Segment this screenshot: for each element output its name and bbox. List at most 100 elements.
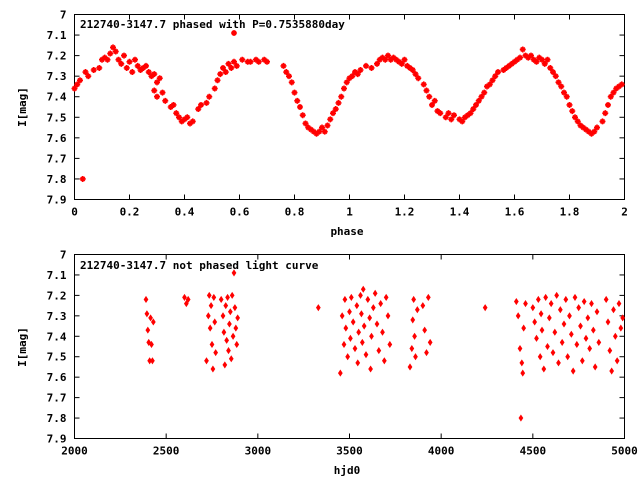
phased-data-point <box>313 130 320 137</box>
phased-data-point <box>473 101 479 108</box>
phased-data-point <box>357 67 364 73</box>
phased-data-point <box>255 58 262 65</box>
phased-data-point <box>607 93 614 100</box>
unphased-data-point <box>387 340 393 348</box>
unphased-data-point <box>587 345 593 353</box>
phased-data-point <box>162 97 169 104</box>
phased-data-point <box>321 128 328 135</box>
unphased-data-point <box>607 347 613 355</box>
phased-data-point <box>82 69 89 76</box>
unphased-data-point <box>363 351 369 359</box>
phased-data-point <box>448 116 455 123</box>
unphased-data-point <box>359 338 365 346</box>
phased-data-point <box>327 116 334 123</box>
phased-data-point <box>71 85 78 92</box>
phased-ytick-label: 7.3 <box>47 70 67 83</box>
phased-data-point <box>319 124 325 131</box>
phased-data-point <box>492 73 499 80</box>
unphased-data-point <box>570 367 576 375</box>
unphased-y-axis-label: I[mag] <box>16 327 29 367</box>
phased-data-point <box>572 114 578 121</box>
unphased-data-point <box>315 304 321 312</box>
unphased-data-point <box>207 324 213 332</box>
unphased-data-point <box>145 326 151 334</box>
unphased-data-points <box>143 269 626 422</box>
phased-data-point <box>112 48 119 55</box>
unphased-data-point <box>589 300 594 308</box>
phased-data-point <box>154 79 160 86</box>
unphased-data-point <box>425 293 431 301</box>
phased-data-point <box>470 106 477 113</box>
phased-data-point <box>233 62 240 69</box>
phased-data-point <box>401 56 408 63</box>
phased-ytick-label: 7.1 <box>47 29 67 42</box>
phased-data-point <box>599 118 606 125</box>
phased-data-point <box>467 110 474 117</box>
unphased-data-point <box>552 328 558 336</box>
unphased-data-point <box>185 295 191 304</box>
unphased-data-point <box>183 300 189 308</box>
phased-data-point <box>154 93 160 100</box>
unphased-data-point <box>209 340 215 348</box>
phased-data-point <box>610 89 617 96</box>
phased-data-point <box>522 52 529 59</box>
phased-data-point <box>558 83 565 90</box>
phased-data-point <box>121 52 127 59</box>
unphased-data-point <box>337 369 343 377</box>
unphased-data-point <box>611 306 616 314</box>
unphased-data-point <box>579 357 585 365</box>
phased-data-point <box>530 56 537 63</box>
phased-data-point <box>283 69 290 76</box>
unphased-chart-title: 212740-3147.7 not phased light curve <box>80 259 319 272</box>
unphased-data-point <box>548 300 554 308</box>
unphased-data-point <box>235 314 241 322</box>
unphased-data-point <box>182 293 187 301</box>
unphased-data-point <box>361 322 367 330</box>
unphased-data-point <box>550 349 556 357</box>
unphased-data-point <box>596 338 602 346</box>
phased-data-point <box>495 69 501 76</box>
phased-xtick-label: 0.8 <box>285 206 305 219</box>
unphased-data-point <box>521 324 527 332</box>
phased-data-point <box>332 106 339 113</box>
phased-data-point <box>423 87 430 94</box>
unphased-data-point <box>545 342 550 351</box>
phased-data-point <box>302 120 309 127</box>
unphased-data-point <box>383 293 389 301</box>
unphased-data-point <box>482 304 488 312</box>
unphased-data-point <box>347 308 352 316</box>
unphased-ytick-label: 7.9 <box>47 433 67 446</box>
phased-data-point <box>173 110 180 117</box>
unphased-data-point <box>227 308 233 316</box>
unphased-data-point <box>367 314 373 322</box>
phased-xtick-label: 2 <box>621 206 628 219</box>
phased-data-point <box>335 99 342 106</box>
phased-ytick-label: 7.9 <box>47 194 67 207</box>
phased-data-point <box>616 83 622 90</box>
phased-data-point <box>110 44 116 51</box>
phased-data-point <box>159 89 166 96</box>
phased-data-point <box>211 85 218 92</box>
phased-data-point <box>387 56 394 63</box>
unphased-data-point <box>204 357 209 365</box>
phased-data-point <box>132 56 138 63</box>
phased-data-point <box>536 54 543 61</box>
phased-data-point <box>352 69 358 76</box>
phased-data-point <box>563 93 570 100</box>
phased-data-point <box>145 69 152 76</box>
unphased-data-point <box>605 318 611 326</box>
unphased-data-point <box>541 365 547 373</box>
phased-ytick-label: 7.5 <box>47 111 67 124</box>
unphased-data-point <box>210 365 216 373</box>
phased-data-point <box>104 56 111 63</box>
phased-data-point <box>525 54 532 61</box>
unphased-xtick-label: 4000 <box>428 445 455 458</box>
phased-ytick-label: 7 <box>60 9 67 22</box>
unphased-data-point <box>517 345 523 353</box>
phased-data-point <box>420 81 427 88</box>
phased-data-point <box>574 118 581 125</box>
phased-data-point <box>539 56 545 63</box>
unphased-data-point <box>515 312 521 320</box>
phased-data-point <box>308 126 314 133</box>
phased-data-point <box>506 62 512 69</box>
